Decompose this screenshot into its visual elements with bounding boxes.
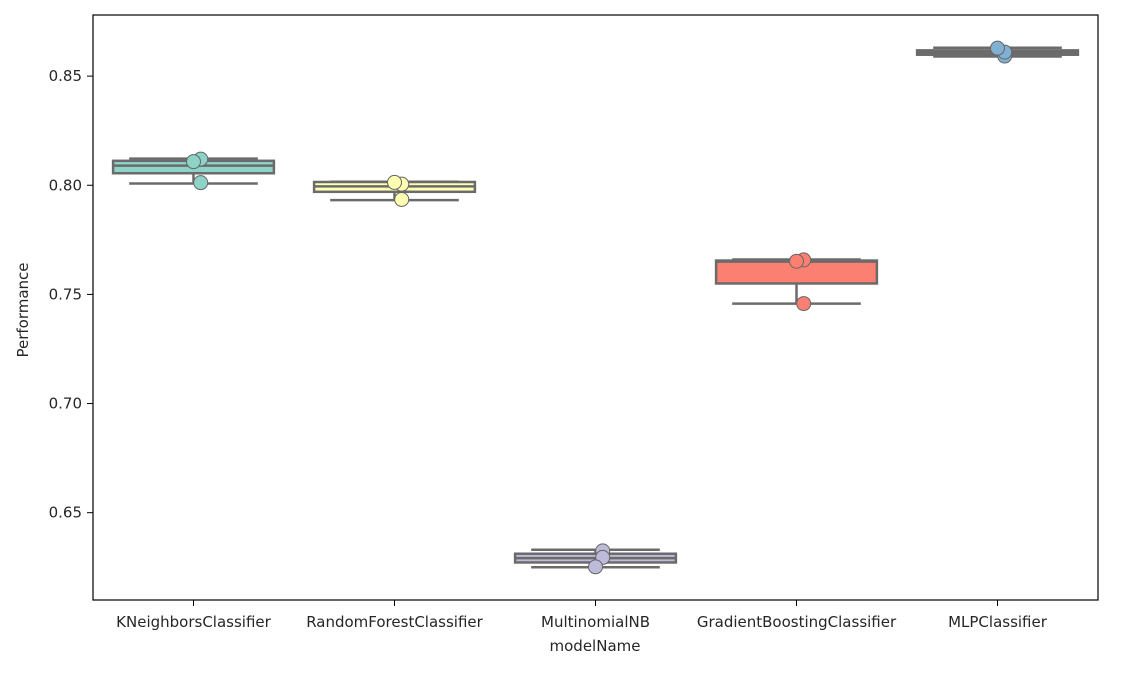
box-group-GradientBoostingClassifier bbox=[714, 252, 879, 312]
data-point bbox=[789, 253, 804, 269]
y-tick-label: 0.70 bbox=[49, 395, 82, 413]
data-point bbox=[588, 559, 603, 575]
x-tick-label: MultinomialNB bbox=[541, 613, 650, 631]
y-tick-label: 0.80 bbox=[49, 176, 82, 194]
y-tick-label: 0.85 bbox=[49, 67, 82, 85]
box-group-KNeighborsClassifier bbox=[111, 151, 276, 191]
x-axis-label: modelName bbox=[550, 637, 641, 655]
x-tick-label: RandomForestClassifier bbox=[306, 613, 483, 631]
y-tick-label: 0.75 bbox=[49, 285, 82, 303]
y-tick-label: 0.65 bbox=[49, 504, 82, 522]
data-point bbox=[394, 191, 410, 207]
x-axis: KNeighborsClassifier RandomForestClassifi… bbox=[116, 600, 1048, 631]
y-axis-label: Performance bbox=[14, 262, 32, 357]
data-point bbox=[990, 40, 1005, 56]
plot-frame bbox=[92, 14, 1099, 601]
data-point bbox=[193, 175, 209, 191]
x-tick-label: GradientBoostingClassifier bbox=[697, 613, 897, 631]
box-group-MLPClassifier bbox=[915, 40, 1080, 64]
y-axis: 0.65 0.70 0.75 0.80 0.85 bbox=[49, 67, 93, 522]
x-tick-label: MLPClassifier bbox=[948, 613, 1048, 631]
data-point bbox=[387, 174, 402, 190]
data-point bbox=[796, 296, 812, 312]
x-tick-label: KNeighborsClassifier bbox=[116, 613, 271, 631]
data-point bbox=[186, 154, 201, 170]
box-group-MultinomialNB bbox=[513, 543, 678, 575]
plot-marks bbox=[111, 40, 1080, 575]
box-group-RandomForestClassifier bbox=[312, 174, 477, 207]
